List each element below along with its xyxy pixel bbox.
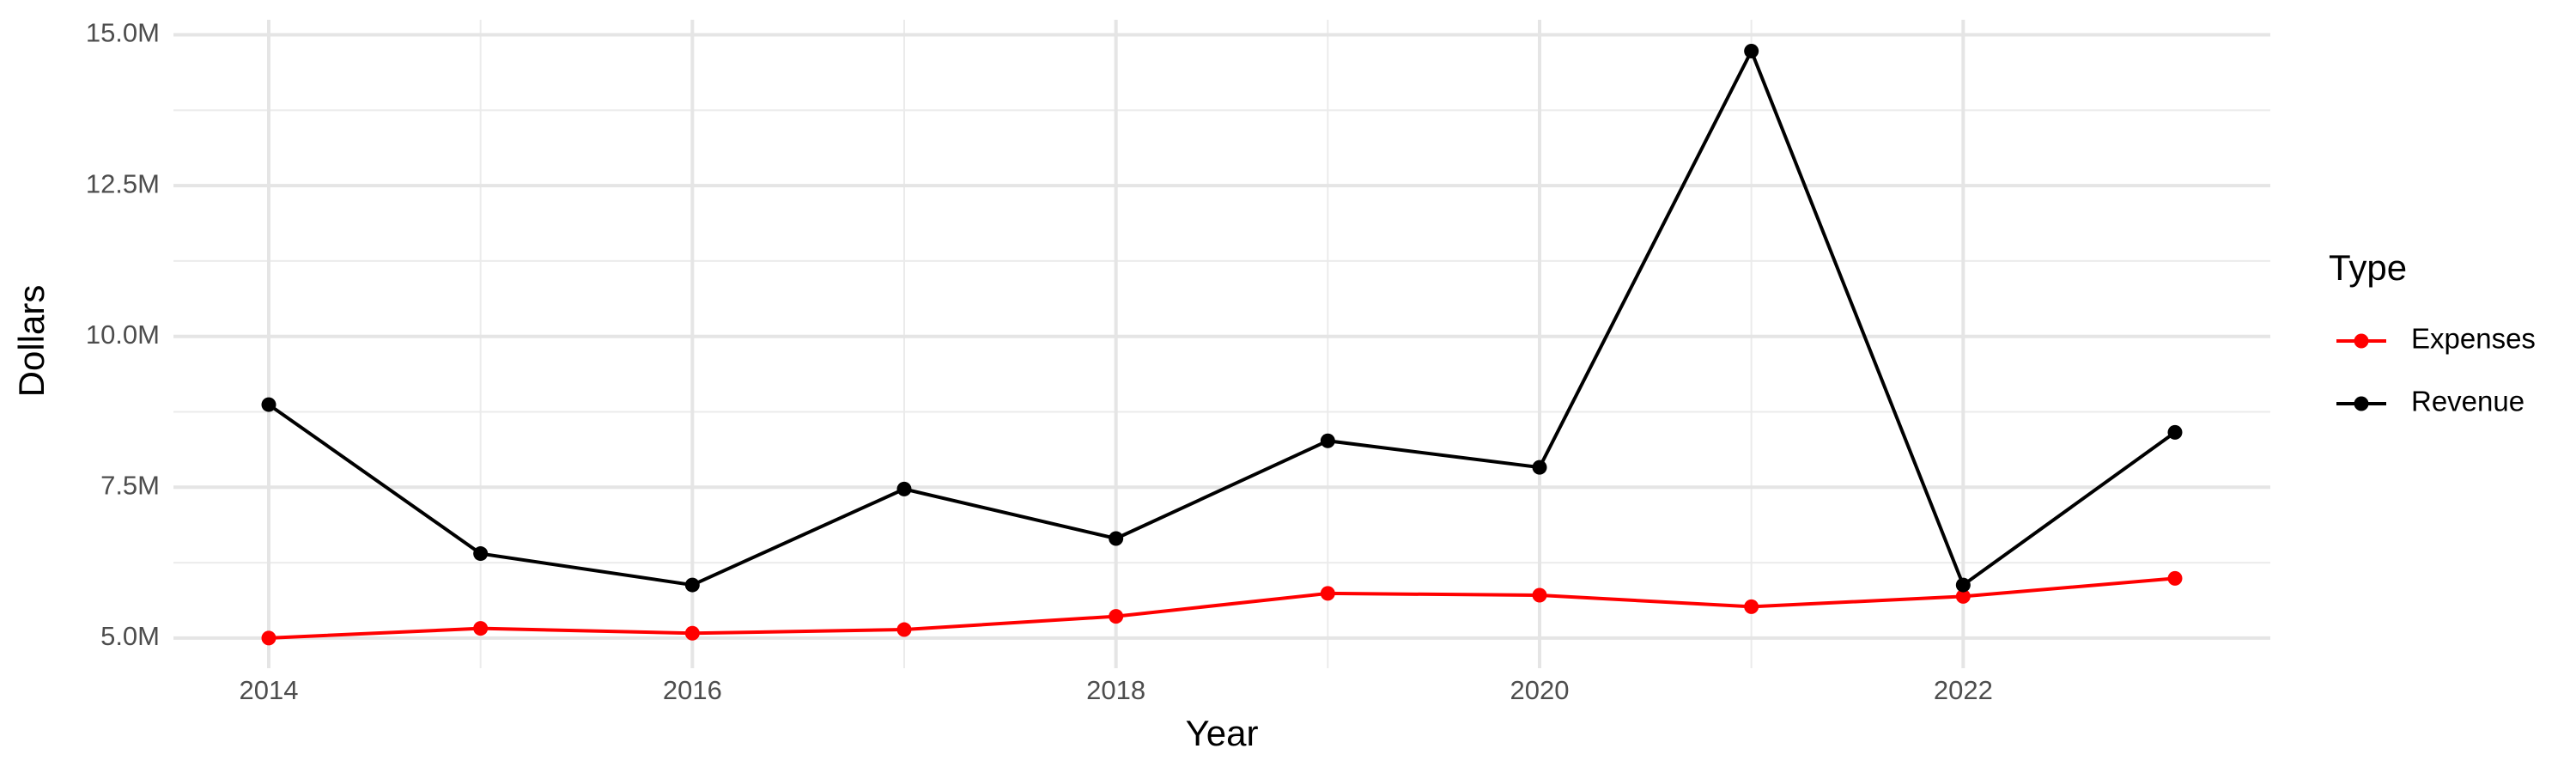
data-point bbox=[1744, 44, 1759, 59]
data-point bbox=[896, 622, 912, 637]
legend-key-point bbox=[2354, 333, 2369, 349]
series-line bbox=[268, 576, 2176, 640]
x-tick-label: 2016 bbox=[663, 675, 722, 705]
legend-key-point bbox=[2354, 396, 2369, 411]
y-tick-label: 7.5M bbox=[100, 470, 160, 500]
y-tick-label: 12.5M bbox=[86, 168, 160, 198]
legend-title: Type bbox=[2329, 247, 2407, 288]
data-point bbox=[1955, 577, 1971, 593]
y-axis-title: Dollars bbox=[11, 285, 52, 398]
y-tick-label: 5.0M bbox=[100, 621, 160, 651]
data-point bbox=[684, 577, 700, 593]
series-line bbox=[267, 46, 2177, 588]
data-point bbox=[2167, 570, 2183, 586]
legend-label: Revenue bbox=[2411, 386, 2524, 417]
x-tick-label: 2022 bbox=[1934, 675, 1993, 705]
data-point bbox=[1955, 588, 1971, 604]
x-tick-label: 2018 bbox=[1086, 675, 1145, 705]
x-tick-label: 2014 bbox=[240, 675, 299, 705]
data-point bbox=[473, 621, 489, 636]
data-point bbox=[261, 630, 276, 646]
data-point bbox=[1320, 433, 1335, 448]
data-point bbox=[261, 397, 276, 412]
data-point bbox=[1744, 599, 1759, 614]
data-point bbox=[896, 481, 912, 496]
data-point bbox=[1532, 460, 1547, 475]
grid bbox=[173, 20, 2270, 668]
data-point bbox=[2167, 424, 2183, 440]
data-point bbox=[1532, 587, 1547, 603]
y-tick-label: 15.0M bbox=[86, 18, 160, 48]
data-point bbox=[1109, 531, 1124, 546]
data-point bbox=[473, 546, 489, 562]
data-point bbox=[1320, 586, 1335, 601]
x-tick-label: 2020 bbox=[1510, 675, 1570, 705]
data-point bbox=[684, 625, 700, 641]
x-axis-title: Year bbox=[1186, 713, 1259, 753]
y-tick-label: 10.0M bbox=[86, 320, 160, 350]
data-point bbox=[1109, 609, 1124, 624]
legend-label: Expenses bbox=[2411, 323, 2536, 355]
